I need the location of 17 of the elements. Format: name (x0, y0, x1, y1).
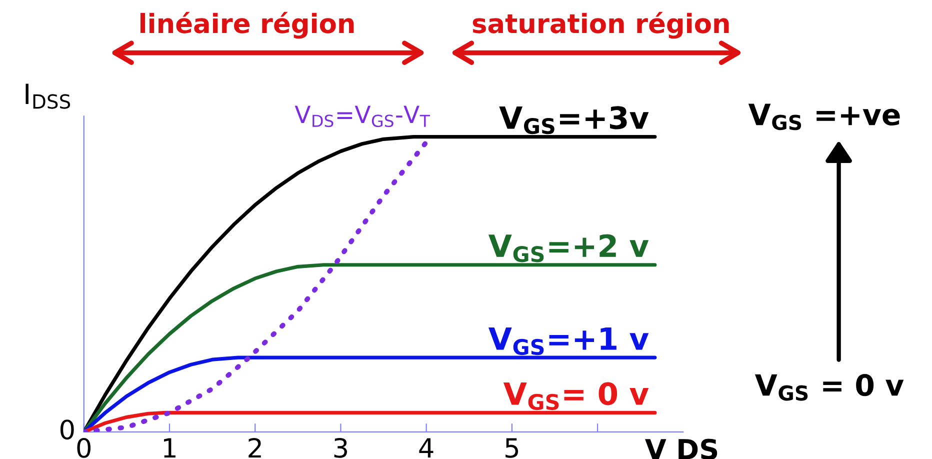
series-label: V$_{DS}$=V$_{GS}$-V$_{T}$ (294, 106, 430, 128)
x-tick-label: 4 (419, 438, 434, 458)
x-tick-label: 3 (334, 438, 347, 458)
x-tick-label: 0 (77, 438, 91, 458)
annotation: 0 (60, 420, 74, 440)
series-label: V$_{GS}$=+2 v (488, 234, 649, 262)
x-tick-label: 5 (506, 438, 518, 458)
text: V$_{GS}$ = 0 v (754, 374, 904, 401)
text: saturation région (472, 12, 729, 39)
text: V$_{GS}$ =+ve (748, 104, 900, 130)
text: linéaire région (140, 12, 354, 39)
x-tick-label: 1 (164, 438, 176, 458)
series-label: V$_{GS}$= 0 v (503, 382, 649, 410)
series-label: V$_{GS}$=+3v (499, 106, 649, 134)
x-tick-label: 2 (248, 438, 261, 458)
series-label: V$_{GS}$=+1 v (488, 327, 649, 356)
y-axis-title: I$_{DSS}$ (26, 84, 70, 109)
